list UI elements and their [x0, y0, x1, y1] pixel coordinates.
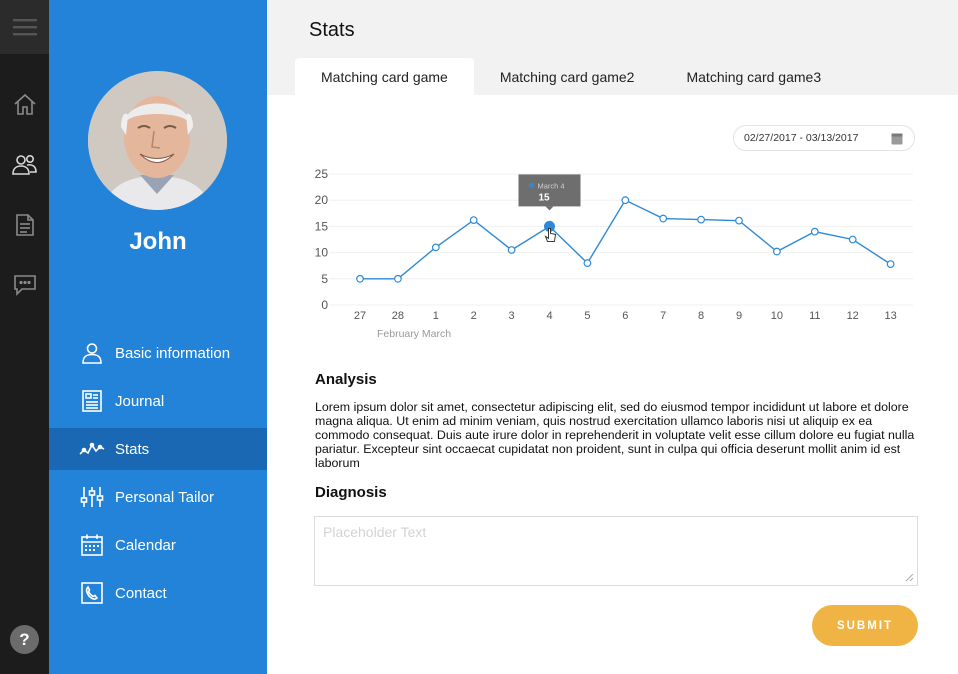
- data-point: [848, 235, 857, 244]
- chat-icon: [14, 275, 36, 296]
- analysis-text: Lorem ipsum dolor sit amet, consectetur …: [315, 400, 915, 470]
- y-tick-label: 10: [315, 246, 329, 260]
- sidebar-item-label: Stats: [115, 440, 150, 458]
- x-tick-label: 27: [354, 310, 366, 322]
- sidebar-item-journal[interactable]: Journal: [49, 380, 267, 422]
- data-point: [469, 216, 478, 225]
- sidebar-item-label: Personal Tailor: [115, 488, 214, 506]
- document-icon: [16, 214, 34, 236]
- x-tick-label: 6: [622, 310, 628, 322]
- sidebar-item-personal-tailor[interactable]: Personal Tailor: [49, 476, 267, 518]
- sidebar-item-label: Contact: [115, 584, 167, 602]
- sidebar-item-stats[interactable]: Stats: [49, 428, 267, 470]
- x-tick-label: 10: [771, 310, 783, 322]
- data-point: [507, 246, 516, 254]
- x-tick-label: 3: [509, 310, 515, 322]
- tooltip-swatch: [529, 182, 534, 188]
- resize-grip-icon[interactable]: [905, 573, 914, 582]
- sidebar-item-calendar[interactable]: Calendar: [49, 524, 267, 566]
- x-tick-label: 2: [471, 310, 477, 322]
- profile-sidebar: John Basic information Journal Stats Per…: [49, 0, 267, 674]
- sidebar-item-label: Journal: [115, 392, 165, 410]
- x-tick-label: 9: [736, 310, 742, 322]
- x-tick-label: 1: [433, 310, 439, 322]
- diagnosis-title: Diagnosis: [315, 484, 387, 501]
- users-icon: [12, 154, 37, 175]
- avatar-image: [88, 71, 227, 210]
- journal-icon: [79, 388, 105, 414]
- data-point: [886, 260, 895, 269]
- tooltip: [518, 174, 581, 207]
- y-tick-label: 0: [321, 298, 328, 312]
- tab-matching-card-game[interactable]: Matching card game: [295, 58, 474, 95]
- calendar-icon: [891, 133, 903, 145]
- data-point: [356, 274, 364, 283]
- phone-icon: [79, 580, 105, 606]
- x-tick-label: 11: [809, 310, 820, 322]
- y-tick-label: 20: [315, 193, 329, 207]
- sidebar-item-label: Calendar: [115, 536, 176, 554]
- data-point: [393, 274, 402, 283]
- menu-icon: [12, 19, 37, 36]
- main-content: Stats Matching card game Matching card g…: [267, 0, 958, 674]
- x-tick-label: 12: [847, 310, 859, 322]
- x-tick-label: 5: [584, 310, 590, 322]
- data-point: [431, 243, 440, 252]
- user-name: John: [129, 228, 187, 255]
- diagnosis-field[interactable]: [314, 516, 918, 586]
- sidebar-item-basic-information[interactable]: Basic information: [49, 332, 267, 374]
- date-range-value: 02/27/2017 - 03/13/2017: [744, 132, 859, 144]
- x-group-label: February March: [377, 328, 451, 340]
- x-tick-label: 7: [660, 310, 666, 322]
- avatar: [88, 71, 227, 210]
- rail-home-button[interactable]: [12, 92, 38, 118]
- tooltip-arrow: [545, 206, 554, 211]
- stats-icon: [79, 436, 105, 462]
- stats-panel: 02/27/2017 - 03/13/2017 0 5 10 15 20 25 27 28 1 2…: [267, 95, 958, 674]
- data-point: [735, 216, 743, 225]
- y-tick-label: 15: [315, 219, 329, 233]
- calendar-icon: [79, 532, 105, 558]
- x-tick-label: 4: [546, 310, 552, 322]
- rail-users-button[interactable]: [12, 152, 38, 178]
- tab-matching-card-game2[interactable]: Matching card game2: [499, 68, 635, 85]
- x-tick-label: 13: [884, 310, 896, 322]
- sidebar-item-label: Basic information: [115, 344, 231, 362]
- rail-chat-button[interactable]: [12, 272, 38, 298]
- x-tick-label: 28: [392, 310, 404, 322]
- sidebar-item-contact[interactable]: Contact: [49, 572, 267, 614]
- series-line: [360, 199, 891, 280]
- y-tick-label: 25: [315, 167, 329, 181]
- sliders-icon: [79, 484, 105, 510]
- data-point: [659, 214, 668, 223]
- y-tick-label: 5: [321, 272, 328, 286]
- hand-cursor-icon: [544, 227, 557, 242]
- help-icon: ?: [19, 629, 30, 649]
- tooltip-value: 15: [539, 192, 551, 203]
- submit-button[interactable]: SUBMIT: [812, 605, 918, 646]
- game-tabs: Matching card game Matching card game2 M…: [295, 58, 847, 95]
- page-title: Stats: [309, 19, 355, 41]
- home-icon: [14, 93, 36, 115]
- data-point: [697, 215, 706, 224]
- rail-document-button[interactable]: [12, 212, 38, 238]
- analysis-title: Analysis: [315, 371, 377, 388]
- person-icon: [79, 340, 105, 366]
- x-tick-label: 8: [698, 310, 704, 322]
- data-point: [583, 259, 592, 267]
- icon-rail: ?: [0, 0, 49, 674]
- tooltip-label: March 4: [538, 181, 565, 190]
- diagnosis-input[interactable]: [315, 517, 917, 585]
- data-point: [621, 196, 630, 205]
- date-range-picker[interactable]: 02/27/2017 - 03/13/2017: [733, 125, 915, 151]
- menu-button[interactable]: [0, 0, 49, 54]
- data-point: [773, 247, 781, 256]
- data-point: [810, 227, 819, 236]
- tab-matching-card-game3[interactable]: Matching card game3: [686, 68, 822, 85]
- help-button[interactable]: ?: [10, 625, 39, 654]
